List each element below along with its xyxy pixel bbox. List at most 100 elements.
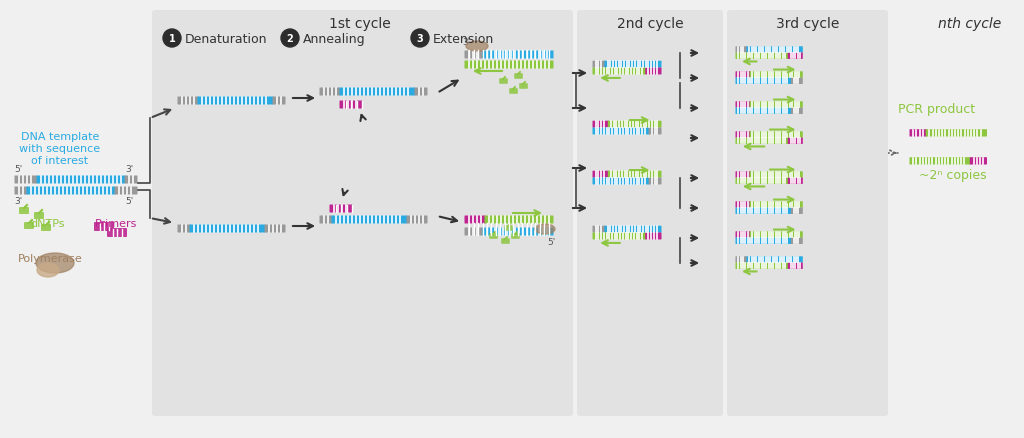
FancyBboxPatch shape [41, 225, 51, 231]
FancyBboxPatch shape [593, 128, 649, 135]
Circle shape [163, 30, 181, 48]
FancyBboxPatch shape [909, 158, 971, 165]
FancyBboxPatch shape [746, 47, 803, 53]
Text: DNA template
with sequence
of interest: DNA template with sequence of interest [19, 132, 100, 165]
Text: 5': 5' [14, 165, 23, 173]
FancyBboxPatch shape [970, 158, 987, 165]
FancyBboxPatch shape [735, 238, 792, 244]
FancyBboxPatch shape [577, 11, 723, 416]
FancyBboxPatch shape [330, 205, 352, 213]
FancyBboxPatch shape [735, 172, 751, 178]
FancyBboxPatch shape [645, 233, 662, 240]
FancyBboxPatch shape [593, 233, 646, 240]
FancyBboxPatch shape [272, 97, 286, 105]
FancyBboxPatch shape [735, 102, 751, 109]
Text: dNTPs: dNTPs [30, 219, 65, 229]
FancyBboxPatch shape [735, 72, 751, 78]
FancyBboxPatch shape [735, 202, 751, 208]
FancyBboxPatch shape [593, 178, 649, 185]
FancyBboxPatch shape [648, 128, 662, 135]
Text: 5': 5' [548, 237, 556, 247]
Text: 3': 3' [14, 197, 23, 205]
Text: 1st cycle: 1st cycle [329, 17, 391, 31]
FancyBboxPatch shape [909, 130, 927, 137]
FancyBboxPatch shape [94, 223, 114, 231]
Ellipse shape [37, 263, 59, 277]
FancyBboxPatch shape [727, 11, 888, 416]
FancyBboxPatch shape [501, 239, 510, 244]
Text: 3': 3' [462, 38, 470, 47]
FancyBboxPatch shape [407, 216, 427, 224]
Circle shape [281, 30, 299, 48]
FancyBboxPatch shape [608, 121, 662, 128]
FancyBboxPatch shape [750, 102, 803, 109]
FancyBboxPatch shape [519, 84, 527, 90]
FancyBboxPatch shape [465, 61, 554, 69]
FancyBboxPatch shape [926, 130, 987, 137]
FancyBboxPatch shape [319, 216, 333, 224]
FancyBboxPatch shape [27, 187, 116, 195]
Text: nth cycle: nth cycle [938, 17, 1001, 31]
FancyBboxPatch shape [735, 208, 792, 215]
FancyBboxPatch shape [484, 216, 554, 224]
FancyBboxPatch shape [19, 208, 29, 215]
Ellipse shape [36, 254, 74, 273]
FancyBboxPatch shape [340, 88, 416, 96]
FancyBboxPatch shape [593, 62, 605, 68]
FancyBboxPatch shape [791, 108, 803, 115]
Text: 2: 2 [287, 34, 293, 44]
FancyBboxPatch shape [264, 225, 286, 233]
Text: 2nd cycle: 2nd cycle [616, 17, 683, 31]
Text: 3: 3 [417, 34, 423, 44]
Text: 3rd cycle: 3rd cycle [776, 17, 840, 31]
Ellipse shape [466, 42, 488, 52]
FancyBboxPatch shape [465, 216, 485, 224]
FancyBboxPatch shape [37, 176, 126, 184]
Text: Primers: Primers [95, 219, 137, 229]
FancyBboxPatch shape [604, 62, 662, 68]
FancyBboxPatch shape [735, 53, 788, 60]
FancyBboxPatch shape [648, 178, 662, 185]
FancyBboxPatch shape [319, 88, 341, 96]
Text: Extension: Extension [433, 32, 495, 46]
Text: 5': 5' [126, 197, 134, 205]
FancyBboxPatch shape [735, 132, 751, 138]
FancyBboxPatch shape [735, 263, 788, 269]
FancyBboxPatch shape [746, 257, 803, 263]
FancyBboxPatch shape [608, 171, 662, 178]
FancyBboxPatch shape [787, 53, 803, 60]
FancyBboxPatch shape [482, 51, 554, 60]
FancyBboxPatch shape [189, 225, 265, 233]
FancyBboxPatch shape [415, 88, 427, 96]
FancyBboxPatch shape [332, 216, 408, 224]
FancyBboxPatch shape [791, 208, 803, 215]
FancyBboxPatch shape [34, 212, 44, 219]
FancyBboxPatch shape [489, 233, 498, 239]
FancyBboxPatch shape [106, 229, 127, 237]
FancyBboxPatch shape [152, 11, 573, 416]
FancyBboxPatch shape [787, 138, 803, 145]
FancyBboxPatch shape [504, 226, 513, 231]
FancyBboxPatch shape [735, 178, 788, 184]
FancyBboxPatch shape [735, 138, 788, 145]
Text: PCR product: PCR product [898, 102, 975, 115]
FancyBboxPatch shape [509, 89, 518, 95]
Text: Annealing: Annealing [303, 32, 366, 46]
FancyBboxPatch shape [735, 257, 748, 263]
FancyBboxPatch shape [593, 171, 609, 178]
FancyBboxPatch shape [514, 74, 523, 80]
FancyBboxPatch shape [593, 121, 609, 128]
Text: Polymerase: Polymerase [17, 254, 82, 263]
FancyBboxPatch shape [177, 225, 190, 233]
FancyBboxPatch shape [465, 228, 483, 236]
FancyBboxPatch shape [593, 68, 646, 75]
FancyBboxPatch shape [735, 78, 792, 85]
FancyBboxPatch shape [787, 263, 803, 269]
FancyBboxPatch shape [115, 187, 137, 195]
FancyBboxPatch shape [511, 233, 520, 239]
FancyBboxPatch shape [198, 97, 273, 105]
FancyBboxPatch shape [14, 176, 38, 184]
FancyBboxPatch shape [750, 232, 803, 238]
FancyBboxPatch shape [750, 202, 803, 208]
FancyBboxPatch shape [604, 226, 662, 233]
